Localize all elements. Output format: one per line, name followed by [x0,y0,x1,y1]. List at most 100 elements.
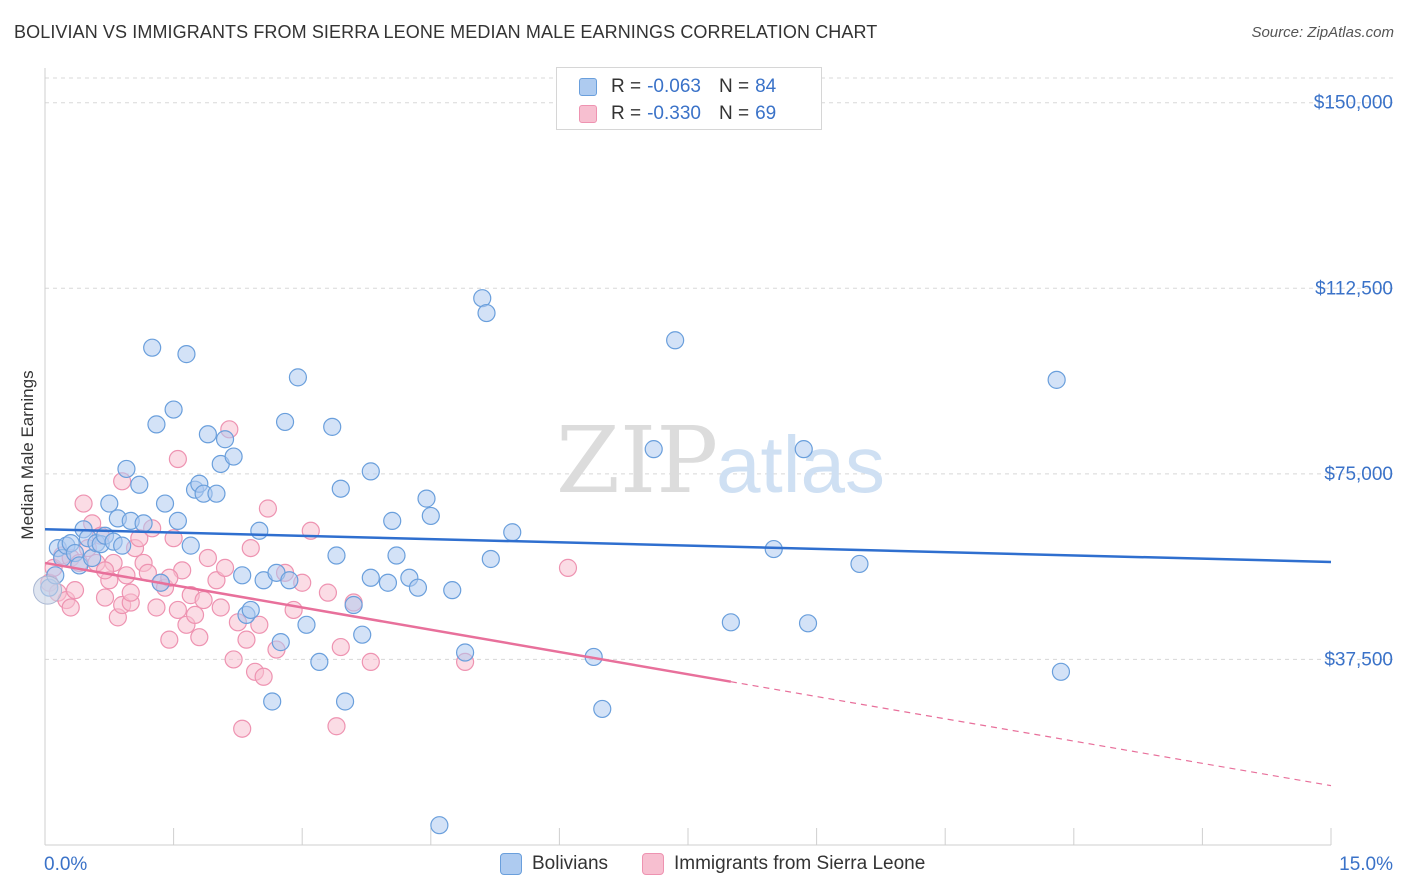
sierra-leone-point [250,615,269,634]
bolivian-point [443,581,462,600]
legend-n-label: N = [718,103,750,124]
bottom-legend-swatch-bolivians [500,853,522,875]
legend-row-sierra-leone: R = -0.330 N = 69 [579,100,776,128]
bolivian-point [387,546,406,565]
bolivian-point [1047,370,1066,389]
sierra-leone-point [215,558,235,577]
sierra-leone-point [147,598,166,617]
bolivian-point [344,595,363,615]
sierra-leone-point [168,449,187,469]
bolivian-point [271,633,290,652]
points-layer [33,289,1071,835]
bolivian-point [408,578,428,597]
bolivian-point [250,521,269,540]
sierra-leone-point [190,628,209,647]
bolivian-point [455,643,475,662]
bolivian-point [241,600,260,620]
y-tick-label: $112,500 [1315,278,1393,299]
sierra-leone-point [65,581,85,600]
bolivian-point [644,440,663,459]
sierra-leone-trend-line-dashed [730,681,1332,787]
bolivian-point [117,459,136,479]
bolivian-point [280,571,299,590]
bolivian-point [288,368,308,387]
bolivian-point [164,400,183,419]
sierra-leone-point [194,590,213,610]
bolivian-point [134,514,153,533]
sierra-leone-point [160,630,179,649]
bolivian-point [798,614,818,633]
bolivian-point [113,536,132,555]
bolivian-point [233,566,252,585]
bolivian-point [430,816,449,835]
y-tick-label: $37,500 [1324,649,1393,670]
bolivian-point [323,417,342,436]
legend-n-label: N = [718,76,750,97]
sierra-leone-point [164,529,183,548]
bolivian-point [168,511,187,530]
bolivian-point [215,430,235,449]
bolivian-point [198,425,217,444]
bolivian-point [503,523,522,542]
bolivian-point [361,462,380,481]
sierra-leone-point [95,588,115,607]
x-tick-label: 15.0% [1339,854,1393,875]
sierra-leone-point [121,583,140,602]
sierra-leone-point [185,605,205,625]
bottom-legend-bolivians: Bolivians [500,851,608,877]
bottom-legend-swatch-sierra-leone [642,853,664,875]
bolivian-trend-line [44,528,1332,564]
sierra-leone-trend-line [44,561,732,683]
sierra-leone-point [198,548,217,568]
y-tick-label: $150,000 [1314,93,1393,114]
bolivian-point [417,489,436,508]
bolivian-point [147,415,166,434]
bolivian-point [421,506,440,526]
sierra-leone-point [254,667,273,686]
bolivian-point [850,554,869,574]
sierra-leone-point [95,561,115,580]
legend-row-bolivians: R = -0.063 N = 84 [579,73,776,101]
legend-swatch-bolivians [579,78,597,96]
bolivian-point [794,440,813,459]
legend-r-label: R = [611,76,642,97]
bolivian-point [177,345,196,364]
sierra-leone-point [318,583,338,602]
bottom-legend-label-sierra-leone: Immigrants from Sierra Leone [674,853,926,874]
bolivian-point [666,331,685,350]
correlation-legend: R = -0.063 N = 84 R = -0.330 N = 69 [556,67,822,130]
sierra-leone-point [361,652,380,672]
sierra-leone-point [224,650,243,669]
chart-title: BOLIVIAN VS IMMIGRANTS FROM SIERRA LEONE… [14,22,878,42]
watermark-zip: ZIP [556,407,718,514]
sierra-leone-point [61,598,80,617]
sierra-leone-point [237,630,256,649]
x-tick-label: 0.0% [44,854,87,875]
bolivian-point [275,412,295,432]
legend-r-value: -0.330 [647,103,701,124]
watermark-atlas: atlas [716,420,885,509]
legend-n-value: 84 [755,76,777,97]
bolivian-point [263,692,282,711]
bolivian-point [361,568,380,587]
bolivian-point [100,494,119,513]
sierra-leone-point [327,717,346,736]
sierra-leone-point [331,637,350,657]
sierra-leone-point [168,600,187,620]
legend-r-value: -0.063 [647,76,701,97]
bolivian-point [477,303,496,323]
bottom-legend-label-bolivians: Bolivians [532,853,609,874]
sierra-leone-point [241,538,260,558]
bolivian-point [224,447,243,466]
bottom-legend-sierra-leone: Immigrants from Sierra Leone [642,851,925,877]
source-label: Source: ZipAtlas.com [1251,24,1394,41]
sierra-leone-point [233,719,252,738]
bolivian-point [481,549,500,569]
bolivian-point [33,575,63,605]
bolivian-point [593,699,612,719]
y-tick-label: $75,000 [1324,464,1393,485]
bolivian-point [143,338,162,357]
bolivian-point [327,546,346,565]
bolivian-point [331,479,350,498]
sierra-leone-point [558,558,578,577]
